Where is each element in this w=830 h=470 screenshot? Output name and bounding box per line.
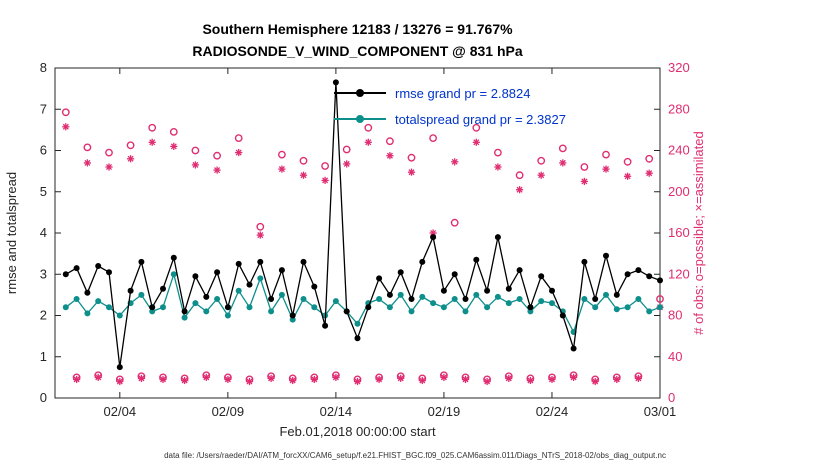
svg-text:6: 6 xyxy=(40,143,47,158)
legend-item[interactable]: totalspread grand pr = 2.3827 xyxy=(334,106,566,132)
svg-text:8: 8 xyxy=(40,60,47,75)
svg-text:80: 80 xyxy=(668,308,682,323)
legend-marker xyxy=(334,89,386,97)
svg-text:160: 160 xyxy=(668,225,690,240)
chart-title-line2: RADIOSONDE_V_WIND_COMPONENT @ 831 hPa xyxy=(192,43,523,59)
x-axis-label: Feb.01,2018 00:00:00 start xyxy=(279,424,436,439)
svg-text:02/24: 02/24 xyxy=(536,404,569,419)
svg-text:0: 0 xyxy=(40,390,47,405)
svg-text:320: 320 xyxy=(668,60,690,75)
svg-text:280: 280 xyxy=(668,101,690,116)
legend-marker xyxy=(334,115,386,123)
legend-item[interactable]: rmse grand pr = 2.8824 xyxy=(334,80,566,106)
svg-text:0: 0 xyxy=(668,390,675,405)
svg-text:# of obs: o=possible; ×=assimi: # of obs: o=possible; ×=assimilated xyxy=(691,131,706,334)
legend: rmse grand pr = 2.8824 totalspread grand … xyxy=(334,80,566,132)
svg-text:4: 4 xyxy=(40,225,47,240)
svg-text:5: 5 xyxy=(40,184,47,199)
svg-text:rmse and totalspread: rmse and totalspread xyxy=(4,172,19,294)
svg-text:3: 3 xyxy=(40,266,47,281)
svg-text:120: 120 xyxy=(668,266,690,281)
svg-text:02/09: 02/09 xyxy=(212,404,245,419)
legend-label: rmse grand pr = 2.8824 xyxy=(395,85,531,101)
svg-text:240: 240 xyxy=(668,143,690,158)
svg-text:02/04: 02/04 xyxy=(104,404,137,419)
svg-text:2: 2 xyxy=(40,308,47,323)
svg-text:40: 40 xyxy=(668,349,682,364)
data-file-path: data file: /Users/raeder/DAI/ATM_forcXX/… xyxy=(164,451,666,460)
chart-title-line1: Southern Hemisphere 12183 / 13276 = 91.7… xyxy=(202,21,513,37)
svg-text:02/19: 02/19 xyxy=(428,404,461,419)
chart-title: Southern Hemisphere 12183 / 13276 = 91.7… xyxy=(55,18,660,62)
legend-label: totalspread grand pr = 2.3827 xyxy=(395,111,566,127)
svg-text:7: 7 xyxy=(40,101,47,116)
svg-text:03/01: 03/01 xyxy=(644,404,677,419)
svg-text:200: 200 xyxy=(668,184,690,199)
svg-text:1: 1 xyxy=(40,349,47,364)
svg-text:02/14: 02/14 xyxy=(320,404,353,419)
